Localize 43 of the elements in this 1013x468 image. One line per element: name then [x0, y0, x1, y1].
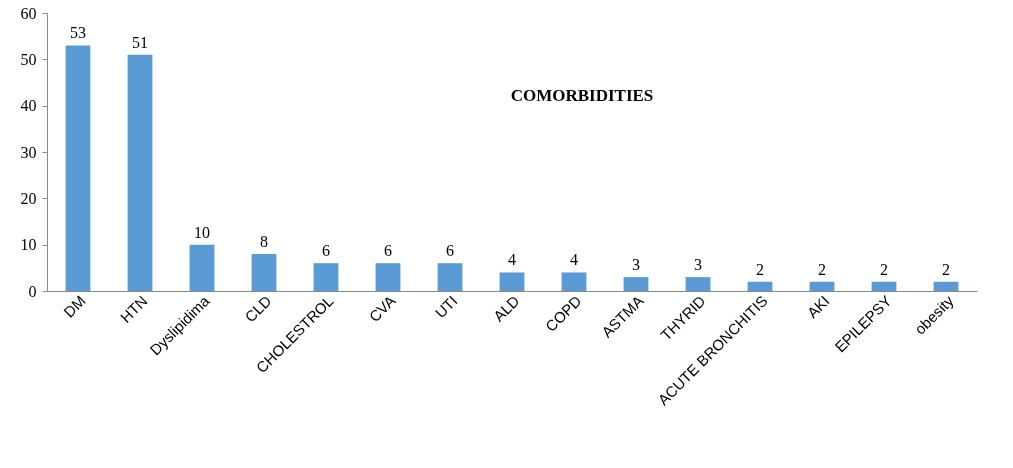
- bar: [189, 244, 215, 291]
- data-label: 2: [942, 260, 950, 278]
- data-label: 8: [260, 232, 268, 250]
- data-label: 3: [632, 256, 640, 274]
- data-label: 2: [818, 260, 826, 278]
- data-label: 53: [70, 24, 86, 42]
- bar: [561, 272, 587, 291]
- data-label: 2: [756, 260, 764, 278]
- bar: [251, 253, 277, 291]
- y-tick-label: 40: [20, 97, 37, 115]
- bar: [127, 54, 153, 291]
- data-label: 51: [132, 33, 148, 51]
- bar: [685, 277, 711, 291]
- x-tick-label: ALD: [489, 291, 523, 325]
- bar: [437, 263, 463, 291]
- data-label: 2: [880, 260, 888, 278]
- x-tick-label: UTI: [431, 292, 461, 322]
- x-tick-label: AKI: [803, 292, 833, 322]
- bar: [623, 277, 649, 291]
- data-label: 10: [194, 223, 210, 241]
- y-tick-label: 10: [20, 236, 37, 254]
- bar: [65, 45, 91, 291]
- bar: [375, 263, 401, 291]
- text: COMORBIDITIES: [510, 86, 654, 105]
- data-label: 6: [322, 242, 330, 260]
- x-tick-label: DM: [60, 292, 89, 321]
- data-label: 3: [694, 256, 702, 274]
- x-tick-label: CVA: [365, 292, 399, 326]
- y-tick-label: 20: [20, 189, 37, 207]
- bar: [313, 263, 339, 291]
- y-tick-label: 30: [20, 143, 37, 161]
- data-label: 4: [570, 251, 578, 269]
- y-tick-label: 60: [20, 4, 37, 22]
- data-label: 6: [384, 242, 392, 260]
- bar: [933, 281, 959, 291]
- data-label: 4: [508, 251, 516, 269]
- bar: [499, 272, 525, 291]
- y-tick-label: 50: [20, 50, 37, 68]
- bar: [871, 281, 897, 291]
- bar: [809, 281, 835, 291]
- data-label: 6: [446, 242, 454, 260]
- y-tick-label: 0: [28, 282, 37, 300]
- bar: [747, 281, 773, 291]
